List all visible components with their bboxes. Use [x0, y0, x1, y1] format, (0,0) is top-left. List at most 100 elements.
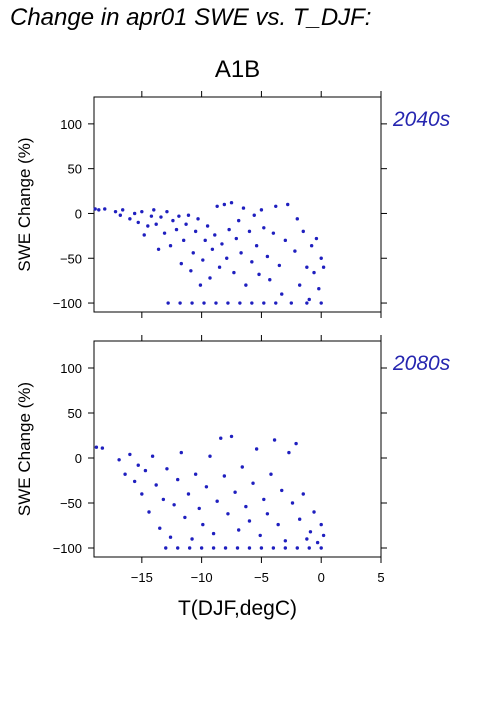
data-point: [132, 479, 137, 484]
data-point: [289, 301, 294, 305]
data-point: [140, 209, 144, 214]
data-point: [176, 477, 180, 482]
data-point: [225, 256, 229, 260]
data-point: [319, 301, 323, 305]
data-point: [247, 519, 252, 523]
data-point: [259, 546, 264, 550]
data-point: [132, 211, 137, 216]
chart-subtitle: A1B: [214, 56, 261, 83]
data-point: [186, 492, 191, 496]
data-point: [142, 233, 146, 237]
data-point: [183, 515, 187, 520]
data-point: [305, 301, 309, 305]
data-point: [146, 224, 150, 228]
data-point: [223, 546, 228, 550]
data-point: [162, 231, 167, 235]
data-point: [259, 208, 264, 212]
data-point: [205, 224, 210, 228]
data-point: [181, 238, 186, 243]
data-point: [211, 531, 216, 536]
data-point: [161, 497, 166, 502]
x-tick-label: 0: [318, 570, 325, 585]
data-point: [193, 472, 198, 476]
data-point: [307, 297, 311, 302]
data-point: [233, 490, 237, 494]
data-point: [321, 265, 326, 269]
data-point: [262, 301, 266, 305]
data-point: [250, 260, 254, 264]
data-point: [238, 301, 242, 305]
data-point: [123, 472, 127, 476]
data-point: [186, 213, 191, 217]
data-point: [187, 546, 192, 550]
data-point: [274, 301, 278, 305]
data-point: [293, 249, 297, 253]
data-point: [244, 504, 248, 509]
data-point: [166, 301, 170, 305]
data-point: [229, 201, 234, 205]
data-point: [277, 263, 282, 268]
x-tick-label: −15: [131, 570, 153, 585]
data-point: [247, 546, 252, 550]
data-point: [307, 546, 311, 550]
data-point: [280, 488, 284, 493]
data-point: [235, 546, 240, 550]
data-point: [100, 446, 105, 450]
data-point: [189, 269, 193, 273]
data-point: [258, 533, 262, 538]
chart-panel-2040s: −100 −50 0 50 100 SWE Change (%) 2040s: [15, 91, 451, 318]
data-point: [295, 546, 299, 550]
data-point: [117, 458, 121, 462]
data-point: [236, 528, 241, 532]
y-tick-label: 50: [68, 162, 82, 177]
data-point: [222, 474, 227, 478]
data-point: [164, 546, 168, 550]
y-axis-label: SWE Change (%): [15, 382, 34, 516]
data-point: [156, 247, 161, 251]
data-point: [290, 501, 295, 505]
data-point: [250, 301, 254, 305]
data-point: [220, 242, 224, 246]
data-point: [179, 261, 183, 266]
data-point: [211, 546, 216, 550]
data-point: [257, 272, 261, 277]
data-point: [176, 546, 180, 550]
data-point: [265, 512, 270, 516]
data-point: [301, 492, 305, 496]
data-point: [165, 209, 169, 214]
data-point: [262, 226, 266, 230]
data-point: [190, 537, 194, 541]
data-point: [244, 283, 248, 287]
data-point: [103, 207, 107, 211]
data-point: [240, 465, 244, 469]
data-point: [208, 454, 212, 458]
data-point: [201, 522, 205, 527]
data-point: [283, 539, 288, 543]
data-point: [271, 546, 276, 550]
data-point: [136, 220, 140, 225]
data-point: [280, 292, 284, 296]
data-point: [140, 492, 144, 496]
period-label: 2040s: [392, 108, 451, 131]
data-point: [202, 301, 206, 305]
y-tick-label: −100: [53, 541, 82, 556]
data-point: [272, 438, 277, 442]
data-point: [215, 204, 219, 208]
data-point: [229, 434, 234, 439]
x-tick-label: −5: [254, 570, 269, 585]
data-point: [314, 236, 319, 241]
data-point: [178, 301, 182, 305]
data-point: [215, 499, 219, 503]
data-point: [204, 485, 209, 489]
data-point: [193, 229, 198, 234]
data-point: [172, 503, 176, 507]
data-point: [208, 276, 212, 280]
data-point: [94, 445, 99, 449]
data-point: [159, 215, 163, 219]
chart-title: Change in apr01 SWE vs. T_DJF:: [10, 4, 372, 31]
data-point: [152, 208, 156, 212]
y-tick-label: 0: [75, 206, 82, 221]
data-point: [262, 497, 266, 502]
data-point: [149, 214, 154, 218]
data-point: [232, 270, 236, 275]
